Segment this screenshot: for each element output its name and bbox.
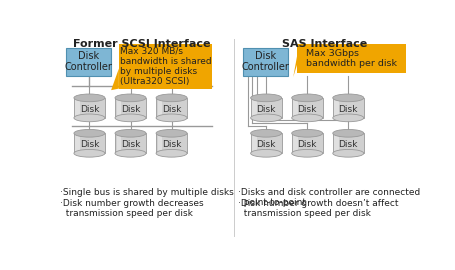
FancyBboxPatch shape: [292, 98, 323, 118]
Text: Disk: Disk: [121, 140, 140, 149]
Ellipse shape: [156, 94, 187, 102]
Text: Disk: Disk: [298, 105, 317, 114]
Text: Disk: Disk: [80, 140, 99, 149]
Ellipse shape: [333, 114, 364, 122]
FancyBboxPatch shape: [251, 133, 282, 153]
Text: Disk: Disk: [298, 140, 317, 149]
Text: ·Disk number growth decreases
  transmission speed per disk: ·Disk number growth decreases transmissi…: [60, 199, 203, 218]
Ellipse shape: [251, 94, 282, 102]
FancyBboxPatch shape: [334, 98, 339, 118]
FancyBboxPatch shape: [115, 133, 146, 153]
FancyBboxPatch shape: [157, 133, 162, 153]
Text: Disk: Disk: [162, 105, 181, 114]
FancyBboxPatch shape: [252, 98, 257, 118]
Text: ·Disk number growth doesn’t affect
  transmission speed per disk: ·Disk number growth doesn’t affect trans…: [238, 199, 399, 218]
Text: Disk
Controller: Disk Controller: [65, 51, 112, 72]
FancyBboxPatch shape: [76, 98, 80, 118]
FancyBboxPatch shape: [157, 98, 162, 118]
FancyBboxPatch shape: [292, 133, 323, 153]
FancyBboxPatch shape: [74, 98, 105, 118]
FancyBboxPatch shape: [66, 48, 111, 76]
Ellipse shape: [74, 149, 105, 157]
Ellipse shape: [74, 114, 105, 122]
FancyBboxPatch shape: [76, 133, 80, 153]
FancyBboxPatch shape: [333, 98, 364, 118]
FancyBboxPatch shape: [243, 48, 288, 76]
Ellipse shape: [251, 114, 282, 122]
FancyBboxPatch shape: [116, 98, 121, 118]
Ellipse shape: [115, 94, 146, 102]
Ellipse shape: [115, 114, 146, 122]
Polygon shape: [111, 69, 119, 90]
Ellipse shape: [251, 129, 282, 137]
Text: Disk: Disk: [80, 105, 99, 114]
FancyBboxPatch shape: [293, 133, 298, 153]
Text: Disk: Disk: [257, 140, 276, 149]
Ellipse shape: [156, 149, 187, 157]
FancyBboxPatch shape: [116, 133, 121, 153]
FancyBboxPatch shape: [156, 133, 187, 153]
Text: SAS Interface: SAS Interface: [282, 39, 367, 49]
FancyBboxPatch shape: [251, 98, 282, 118]
Ellipse shape: [333, 94, 364, 102]
FancyBboxPatch shape: [334, 133, 339, 153]
Ellipse shape: [292, 114, 323, 122]
Text: Max 3Gbps
bandwidth per disk: Max 3Gbps bandwidth per disk: [306, 49, 397, 68]
FancyBboxPatch shape: [115, 98, 146, 118]
Text: Former SCSI Interface: Former SCSI Interface: [73, 39, 211, 49]
FancyBboxPatch shape: [252, 133, 257, 153]
Polygon shape: [293, 56, 297, 77]
Ellipse shape: [251, 149, 282, 157]
Ellipse shape: [333, 129, 364, 137]
Text: ·Disks and disk controller are connected
  point-to-point: ·Disks and disk controller are connected…: [238, 188, 420, 207]
Ellipse shape: [115, 149, 146, 157]
Ellipse shape: [333, 149, 364, 157]
Ellipse shape: [74, 94, 105, 102]
Ellipse shape: [115, 129, 146, 137]
Text: Disk: Disk: [339, 105, 358, 114]
Ellipse shape: [156, 114, 187, 122]
FancyBboxPatch shape: [333, 133, 364, 153]
Ellipse shape: [292, 149, 323, 157]
FancyBboxPatch shape: [156, 98, 187, 118]
Text: Disk: Disk: [162, 140, 181, 149]
FancyBboxPatch shape: [293, 98, 298, 118]
Text: Disk: Disk: [257, 105, 276, 114]
Ellipse shape: [292, 129, 323, 137]
Text: Max 320 MB/s
bandwidth is shared
by multiple disks
(Ultra320 SCSI): Max 320 MB/s bandwidth is shared by mult…: [120, 46, 211, 86]
Ellipse shape: [74, 129, 105, 137]
Text: Disk: Disk: [121, 105, 140, 114]
FancyBboxPatch shape: [119, 44, 212, 89]
FancyBboxPatch shape: [74, 133, 105, 153]
Ellipse shape: [156, 129, 187, 137]
Text: Disk
Controller: Disk Controller: [242, 51, 289, 72]
Text: Disk: Disk: [339, 140, 358, 149]
Ellipse shape: [292, 94, 323, 102]
Text: ·Single bus is shared by multiple disks: ·Single bus is shared by multiple disks: [60, 188, 234, 197]
FancyBboxPatch shape: [297, 44, 405, 73]
